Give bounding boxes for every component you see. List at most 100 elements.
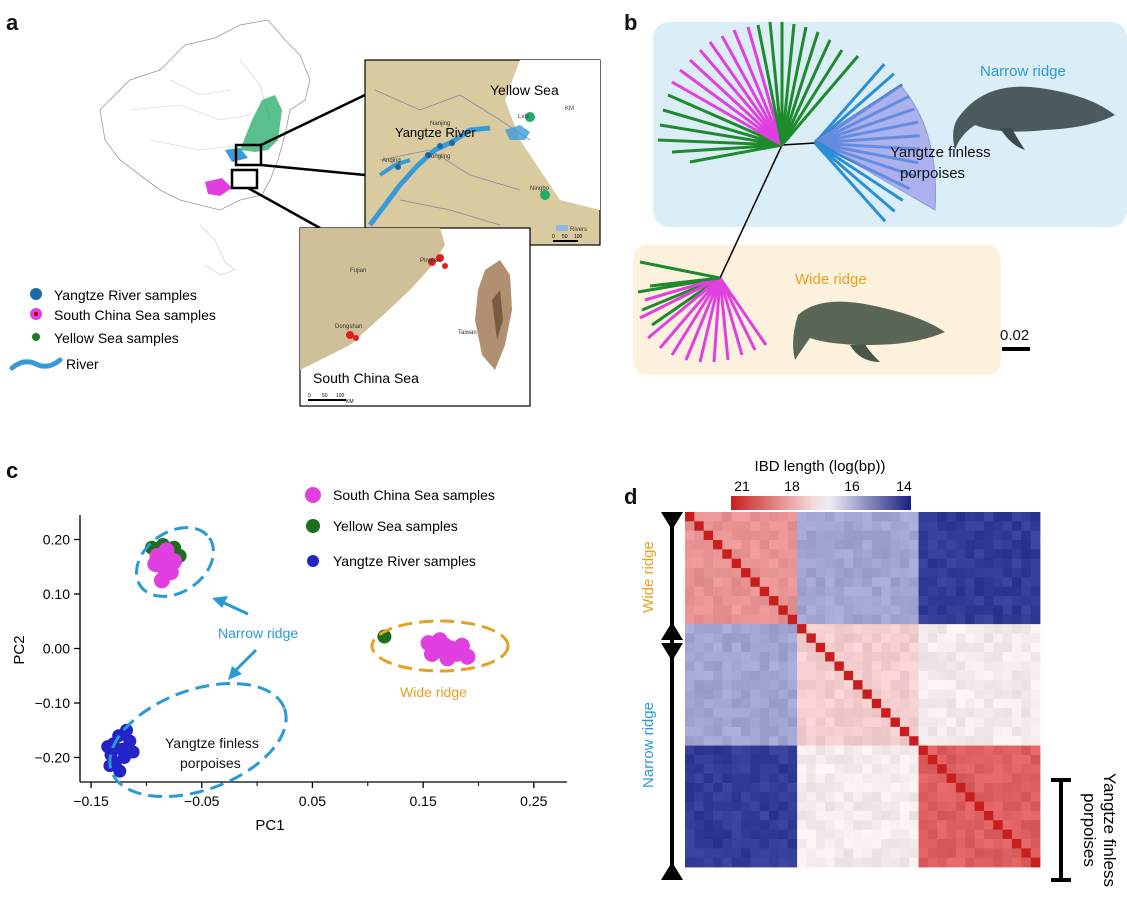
heatmap-cell	[1021, 521, 1032, 532]
heatmap-cell	[722, 642, 733, 653]
heatmap-right-bracket	[1051, 778, 1071, 882]
heatmap-cell	[685, 661, 695, 672]
heatmap-cell	[974, 782, 985, 793]
heatmap-cell	[1002, 680, 1013, 690]
heatmap-cell	[834, 568, 845, 578]
heatmap-cell	[983, 624, 994, 634]
heatmap-cell	[983, 633, 994, 644]
heatmap-cell	[703, 624, 714, 634]
heatmap-cell	[815, 540, 826, 550]
heatmap-cell	[713, 698, 723, 709]
heatmap-cell	[927, 512, 938, 522]
heatmap-cell	[983, 670, 994, 681]
heatmap-cell	[685, 810, 695, 821]
heatmap-cell	[965, 773, 975, 784]
heatmap-cell	[1011, 810, 1022, 821]
heatmap-cell	[853, 810, 863, 821]
heatmap-cell	[1021, 726, 1032, 737]
heatmap-cell	[787, 773, 798, 784]
heatmap-cell	[825, 614, 835, 625]
heatmap-cell	[815, 661, 826, 672]
heatmap-cell	[983, 838, 994, 849]
heatmap-cell	[946, 801, 957, 812]
panel-letter-b: b	[624, 10, 638, 35]
heatmap-cell	[974, 689, 985, 700]
pca-point	[162, 564, 179, 581]
heatmap-cell	[750, 754, 761, 765]
heatmap-cell	[927, 689, 938, 700]
heatmap-cell	[787, 792, 798, 802]
heatmap-cell	[955, 633, 966, 644]
heatmap-cell	[871, 838, 882, 849]
heatmap-cell	[694, 689, 705, 700]
heatmap-cell	[797, 717, 807, 728]
heatmap-cell	[890, 530, 901, 541]
heatmap-cell	[722, 782, 733, 793]
heatmap-cell	[918, 596, 929, 606]
pca-legend-ys: Yellow Sea samples	[333, 518, 458, 534]
heatmap-cell	[983, 540, 994, 550]
heatmap-cell	[983, 549, 994, 560]
heatmap-cell	[918, 698, 929, 709]
heatmap-cell	[955, 848, 966, 859]
heatmap-cell	[899, 661, 910, 672]
heatmap-cell	[1030, 792, 1041, 802]
heatmap-cell	[871, 605, 882, 616]
heatmap-cell	[918, 848, 929, 859]
tree-leaf-yfp	[814, 141, 896, 213]
heatmap-cell	[787, 512, 798, 522]
heatmap-cell	[722, 624, 733, 634]
tree-leaf	[768, 21, 784, 146]
heatmap-cell	[713, 857, 723, 868]
heatmap-cell	[778, 642, 789, 653]
heatmap-cell	[797, 801, 807, 812]
heatmap-cell	[918, 568, 929, 578]
heatmap-cell	[853, 680, 863, 690]
pca-legend-scs: South China Sea samples	[333, 487, 495, 503]
heatmap-cell	[806, 614, 817, 625]
heatmap-cell	[843, 829, 854, 840]
heatmap-cell	[946, 754, 957, 765]
heatmap-cell	[1021, 549, 1032, 560]
heatmap-cell	[1030, 633, 1041, 644]
heatmap-cell	[955, 642, 966, 653]
heatmap-cell	[778, 680, 789, 690]
heatmap-cell	[834, 586, 845, 597]
heatmap-cell	[965, 633, 975, 644]
heatmap-cell	[703, 801, 714, 812]
heatmap-cell	[899, 530, 910, 541]
tree-leaf-yfp	[814, 134, 920, 145]
heatmap-cell	[1030, 717, 1041, 728]
heatmap-cell	[815, 792, 826, 802]
heatmap-cell	[750, 577, 761, 588]
heatmap-cell	[759, 857, 770, 868]
heatmap-cell	[806, 717, 817, 728]
heatmap-cell	[1002, 568, 1013, 578]
pca-narrow-label: Narrow ridge	[218, 625, 298, 641]
heatmap-cell	[974, 736, 985, 746]
heatmap-cell	[741, 801, 751, 812]
heatmap-cell	[862, 698, 873, 709]
heatmap-cell	[1002, 624, 1013, 634]
heatmap-cell	[955, 577, 966, 588]
heatmap-cell	[694, 736, 705, 746]
heatmap-cell	[853, 642, 863, 653]
heatmap-cell	[890, 670, 901, 681]
heatmap-cell	[685, 708, 695, 718]
heatmap-cell	[694, 596, 705, 606]
heatmap-cell	[685, 857, 695, 868]
heatmap-cell	[890, 577, 901, 588]
heatmap-cell	[955, 689, 966, 700]
pca-point	[431, 632, 448, 649]
heatmap-cell	[955, 773, 966, 784]
heatmap-cell	[787, 680, 798, 690]
heatmap-cell	[843, 698, 854, 709]
heatmap-cell	[993, 596, 1004, 606]
heatmap-cell	[1021, 558, 1032, 569]
tree-leaf	[780, 49, 844, 146]
heatmap-cell	[750, 586, 761, 597]
heatmap-cell	[843, 820, 854, 831]
heatmap-cell	[983, 521, 994, 532]
heatmap-cell	[703, 736, 714, 746]
heatmap-cell	[871, 521, 882, 532]
